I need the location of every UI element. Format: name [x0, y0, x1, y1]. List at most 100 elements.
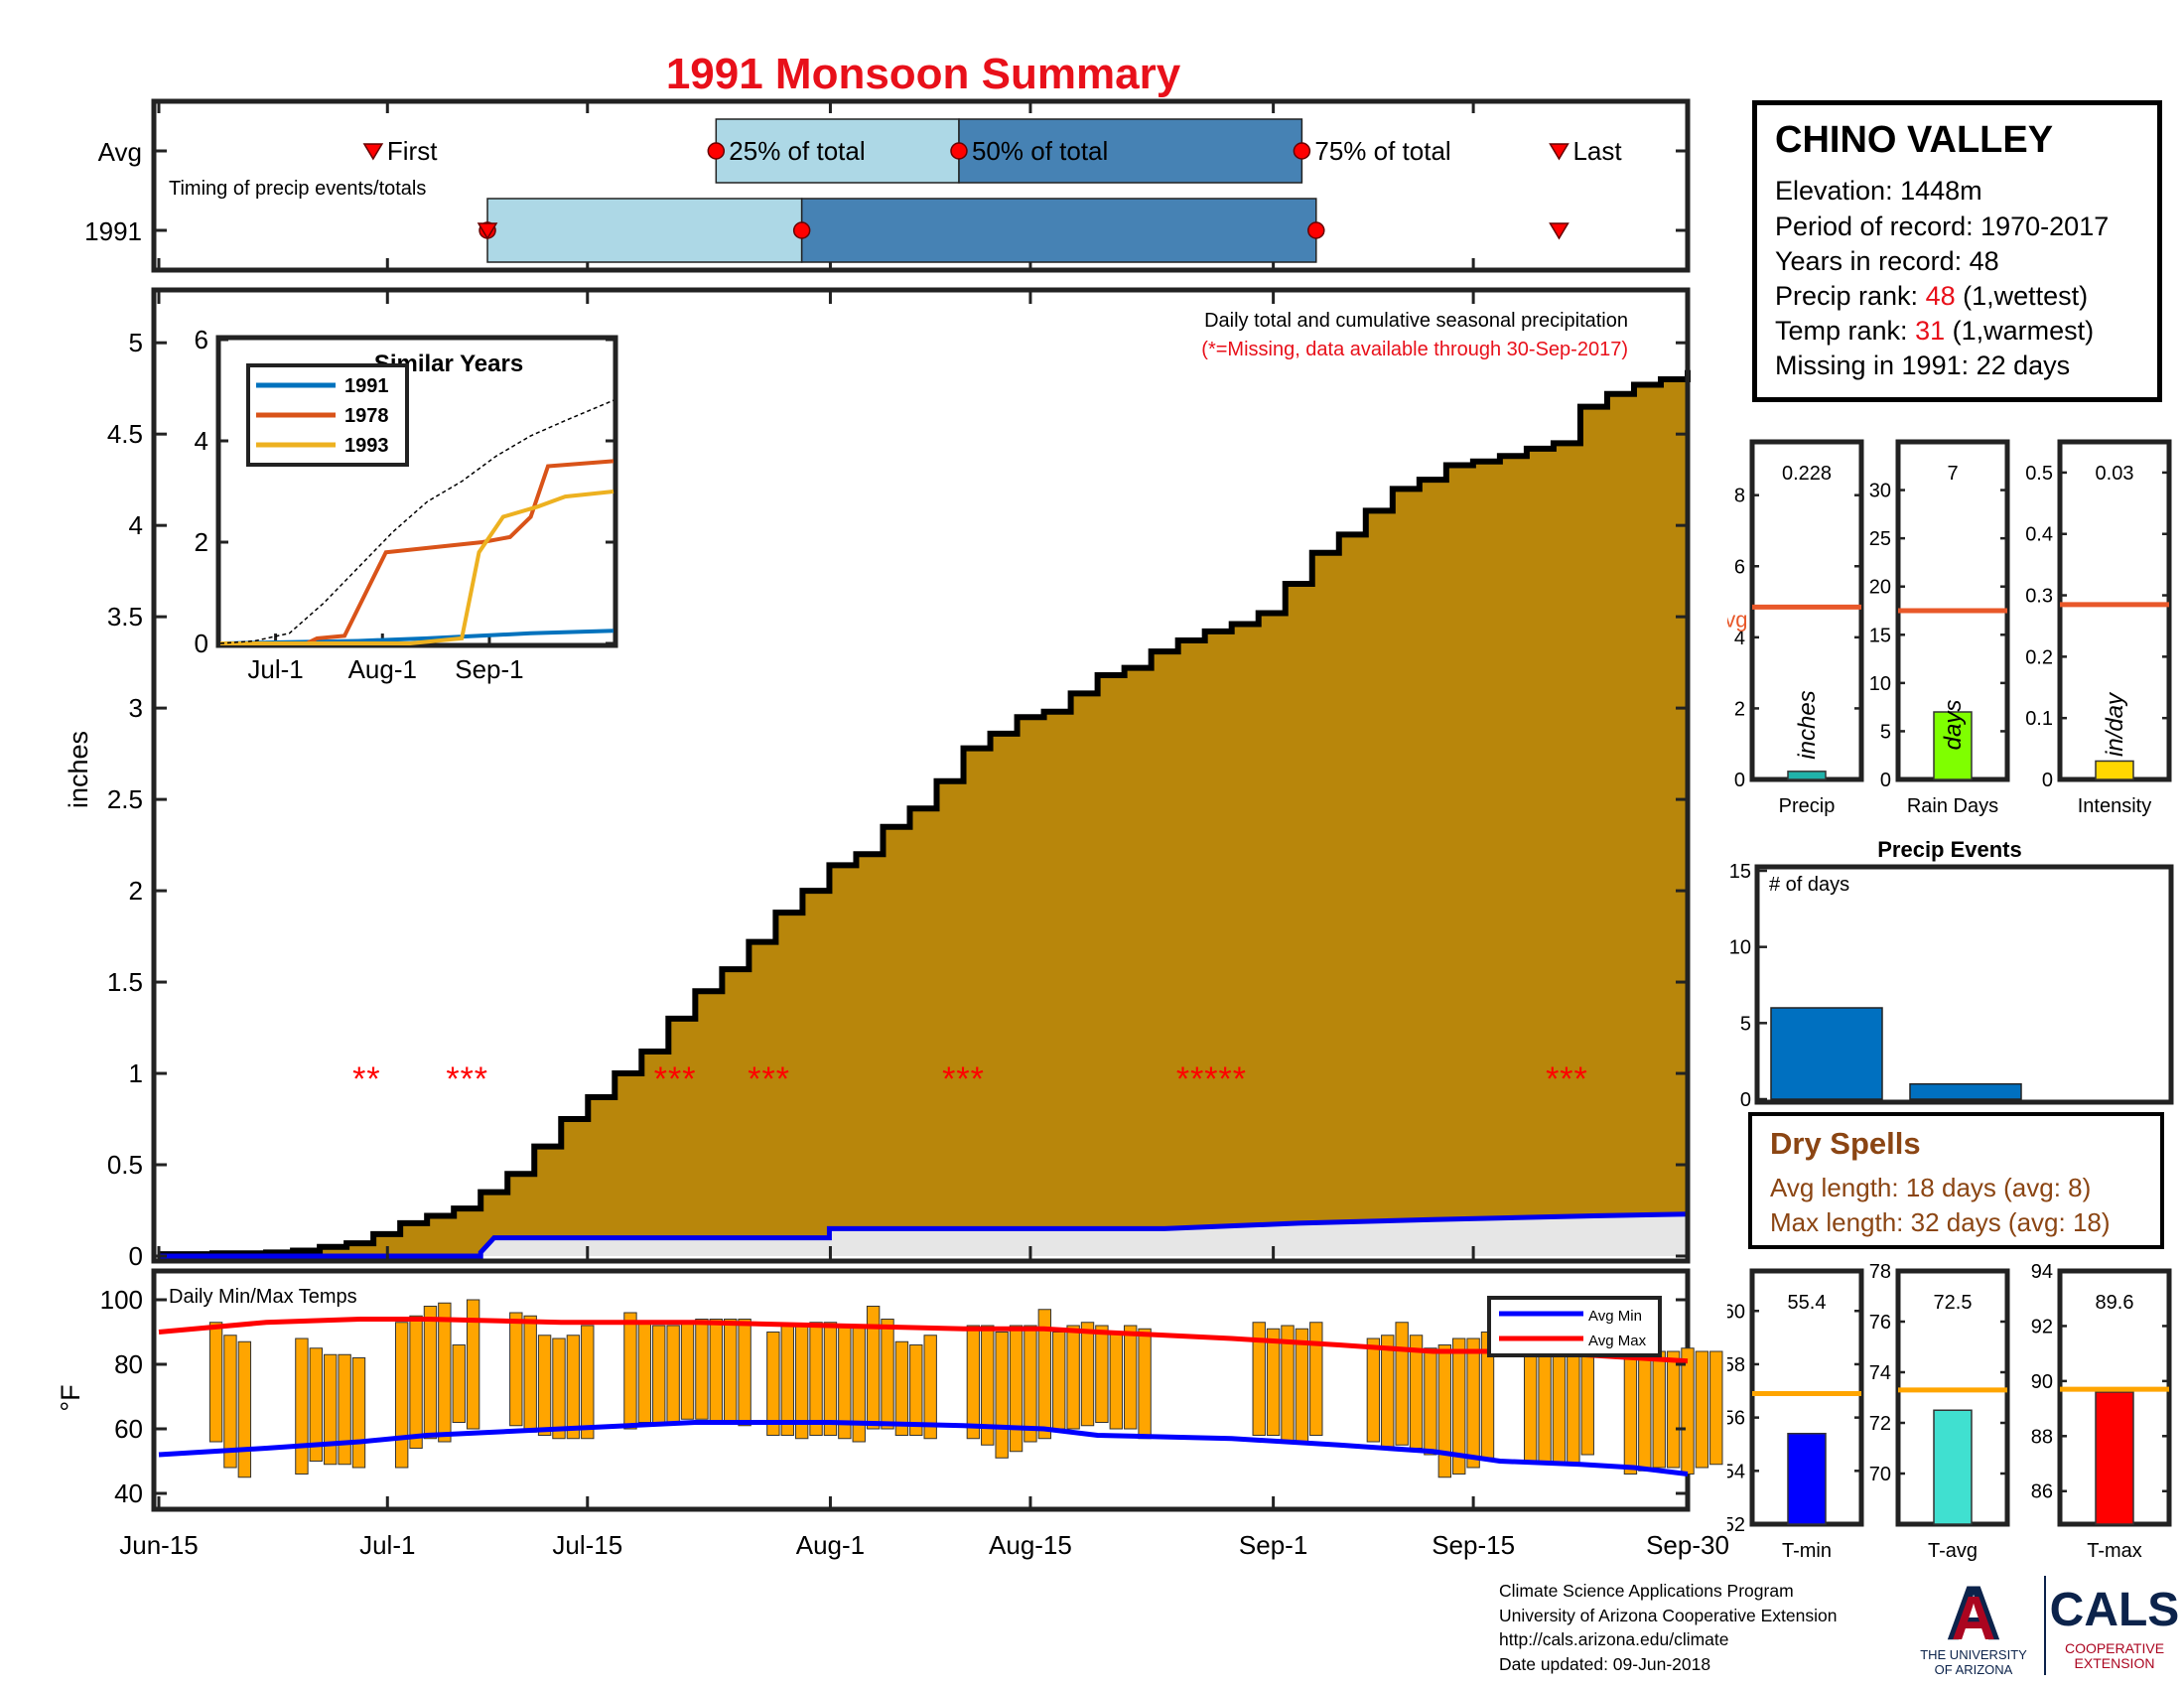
sim-legend-label-1991: 1991	[344, 375, 389, 397]
temp-ytick-label-3: 100	[100, 1285, 143, 1315]
missing-marker-6: ***	[1546, 1060, 1588, 1098]
temp-bar-13	[466, 1299, 480, 1430]
stat-tick-label-2-0: 0	[2042, 770, 2053, 791]
temp-bar-8	[394, 1322, 409, 1469]
sim-line-average	[219, 399, 614, 644]
missing-marker-2: ***	[654, 1060, 697, 1098]
stat-tick-label-1-0: 0	[1880, 770, 1891, 791]
missing-marker-3: ***	[748, 1060, 790, 1098]
stat-tick-label-2-1: 88	[2031, 1426, 2053, 1448]
dry-spells-title: Dry Spells	[1770, 1126, 1921, 1161]
footer-line2: University of Arizona Cooperative Extens…	[1499, 1605, 1838, 1625]
sim-lines	[219, 399, 614, 645]
temp-bar-10	[423, 1306, 438, 1440]
station-period: Period of record: 1970-2017	[1775, 211, 2110, 241]
stat-tick-label-2-2: 0.2	[2025, 646, 2053, 668]
avg-min-line	[158, 1420, 1689, 1477]
events-bar-light	[1770, 1007, 1883, 1100]
sim-legend-label-1978: 1978	[344, 405, 389, 427]
precip-rank: Precip rank: 48 (1,wettest)	[1775, 281, 2088, 312]
precip-rank-prefix: Precip rank:	[1775, 281, 1926, 311]
temp-bar-32	[809, 1322, 823, 1436]
temp-bar-41	[966, 1325, 981, 1440]
stat-tick-label-0-0: 0	[1734, 770, 1745, 791]
ua-logo-mark: A	[1946, 1569, 2001, 1656]
sim-ytick-label-2: 4	[195, 426, 208, 456]
stat-avg-label-0: avg	[1727, 607, 1747, 632]
stat-tick-label-0-0: 52	[1727, 1514, 1745, 1536]
temp-bar-18	[566, 1335, 581, 1440]
temp-bar-65	[1452, 1337, 1466, 1475]
timing-marker-p75-year	[1307, 221, 1325, 239]
temp-bar-79	[1709, 1350, 1723, 1466]
page-title: 1991 Monsoon Summary	[665, 50, 1181, 98]
precip-title: Daily total and cumulative seasonal prec…	[1204, 310, 1628, 332]
temp-yticks: 40 60 80 100	[100, 1285, 1686, 1508]
stat-value-1: 72.5	[1934, 1292, 1973, 1314]
temp-stats-chart: 52 54 56 58 60 55.4 T-min 70 72 74 76 78 72.5 T-avg 86…	[1727, 1261, 2172, 1562]
stat-tick-label-0-3: 6	[1734, 556, 1745, 578]
sim-xtick-label-0: Jul-1	[247, 654, 303, 684]
temp-ytick-label-1: 60	[114, 1414, 143, 1444]
missing-marker-0: **	[352, 1060, 380, 1098]
precip-events-ylabel: # of days	[1769, 874, 1849, 896]
temp-bar-29	[766, 1332, 780, 1436]
cals-logo: CALS COOPERATIVE EXTENSION	[2050, 1584, 2180, 1671]
precip-subtitle: (*=Missing, data available through 30-Se…	[1201, 339, 1628, 360]
station-name: CHINO VALLEY	[1775, 119, 2054, 161]
stat-value-1: 7	[1947, 463, 1958, 485]
temp-bar-46	[1037, 1309, 1052, 1440]
stat-value-2: 89.6	[2096, 1292, 2134, 1314]
timing-marker-p50-avg	[950, 142, 968, 160]
timing-triangle-last-year	[1549, 222, 1570, 240]
sim-ytick-label-1: 2	[195, 527, 208, 557]
missing-marks: ** *** *** *** *** ***** ***	[352, 1060, 1588, 1098]
events-bar-moderate	[1909, 1082, 2022, 1100]
temp-bar-37	[881, 1319, 894, 1430]
sim-legend-label-1993: 1993	[344, 435, 389, 457]
cals-logo-line1: COOPERATIVE	[2065, 1640, 2164, 1656]
temp-bar-38	[894, 1340, 909, 1436]
sim-xtick-label-1: Aug-1	[348, 654, 417, 684]
timing-box-25-50-year	[486, 198, 803, 263]
temp-bar-11	[438, 1302, 452, 1443]
stat-value-2: 0.03	[2096, 463, 2134, 485]
stat-tick-label-1-4: 20	[1869, 577, 1891, 599]
logos: A A THE UNIVERSITY OF ARIZONA CALS COOPE…	[1920, 1569, 2180, 1677]
temp-rank-suffix: (1,warmest)	[1945, 316, 2095, 346]
temp-bar-50	[1095, 1325, 1109, 1423]
temp-bar-49	[1080, 1322, 1095, 1427]
temp-bar-55	[1266, 1328, 1281, 1436]
temp-bar-30	[780, 1325, 794, 1436]
footer-line3: http://cals.arizona.edu/climate	[1499, 1629, 1729, 1649]
temp-bar-75	[1652, 1350, 1666, 1469]
year-cumulative-line	[159, 1211, 1689, 1259]
missing-marker-5: *****	[1176, 1060, 1247, 1098]
stat-tick-label-1-0: 70	[1869, 1464, 1891, 1485]
stat-tick-label-2-1: 0.1	[2025, 708, 2053, 730]
precip-rank-value: 48	[1925, 281, 1956, 311]
temp-bar-44	[1009, 1325, 1024, 1453]
temp-bar-16	[537, 1335, 552, 1436]
timing-label-p50: 50% of total	[972, 136, 1108, 166]
temp-bar-66	[1466, 1337, 1480, 1469]
temp-bar-53	[1138, 1328, 1152, 1440]
temp-bar-26	[709, 1319, 724, 1423]
precip-area	[159, 369, 1691, 1259]
temp-bar-33	[823, 1322, 838, 1436]
timing-row-avg: Avg	[98, 137, 142, 167]
precip-ytick-label-4: 2	[129, 876, 143, 906]
footer-line1: Climate Science Applications Program	[1499, 1581, 1794, 1601]
stat-tick-label-0-3: 58	[1727, 1354, 1745, 1376]
stat-bar-1	[1933, 1409, 1973, 1525]
timing-box-50-75-year	[800, 198, 1317, 263]
temp-bar-42	[981, 1325, 995, 1446]
precip-ylabel: inches	[64, 731, 93, 808]
date-label-2: Jul-15	[552, 1530, 622, 1560]
ua-logo-mark-inner: A	[1952, 1585, 1996, 1653]
precip-chart: 0 0.5 1 1.5 2 2.5 3 3.5 4 4.5 5 inches Daily total…	[64, 287, 1691, 1271]
stat-label-0: T-min	[1782, 1540, 1832, 1562]
temp-panels: 52 54 56 58 60 55.4 T-min 70 72 74 76 78 72.5 T-avg 86…	[1727, 1261, 2172, 1562]
missing-marker-4: ***	[942, 1060, 985, 1098]
timing-marks: First 25% of total 50% of total 75% of tota…	[362, 118, 1622, 263]
